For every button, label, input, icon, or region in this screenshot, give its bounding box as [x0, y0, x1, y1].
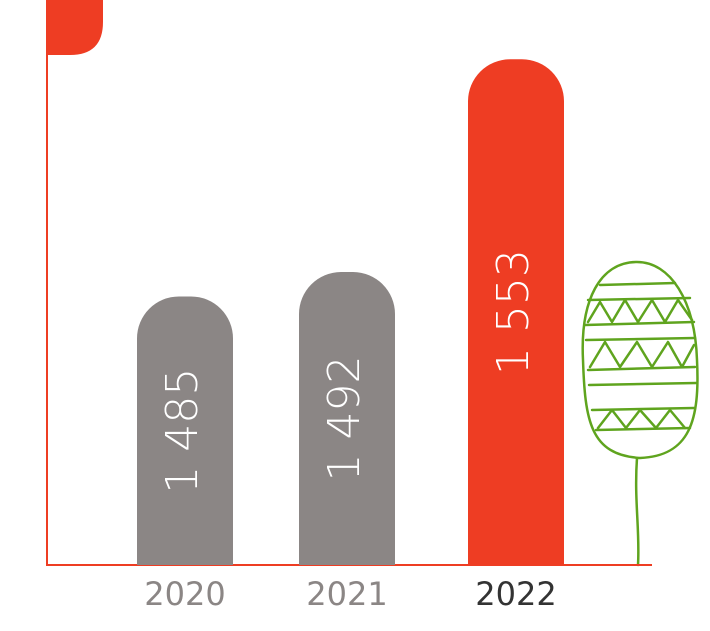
x-tick-label: 2022	[475, 575, 556, 613]
tree-decoration	[581, 260, 699, 567]
bar	[299, 272, 395, 565]
x-tick-label: 2020	[144, 575, 225, 613]
value-label: 1 553	[488, 249, 539, 375]
bar	[137, 296, 233, 565]
value-label: 1 492	[319, 356, 370, 482]
value-label: 1 485	[157, 368, 208, 494]
flag-icon	[47, 0, 103, 55]
bar	[468, 59, 564, 565]
x-tick-label: 2021	[306, 575, 387, 613]
